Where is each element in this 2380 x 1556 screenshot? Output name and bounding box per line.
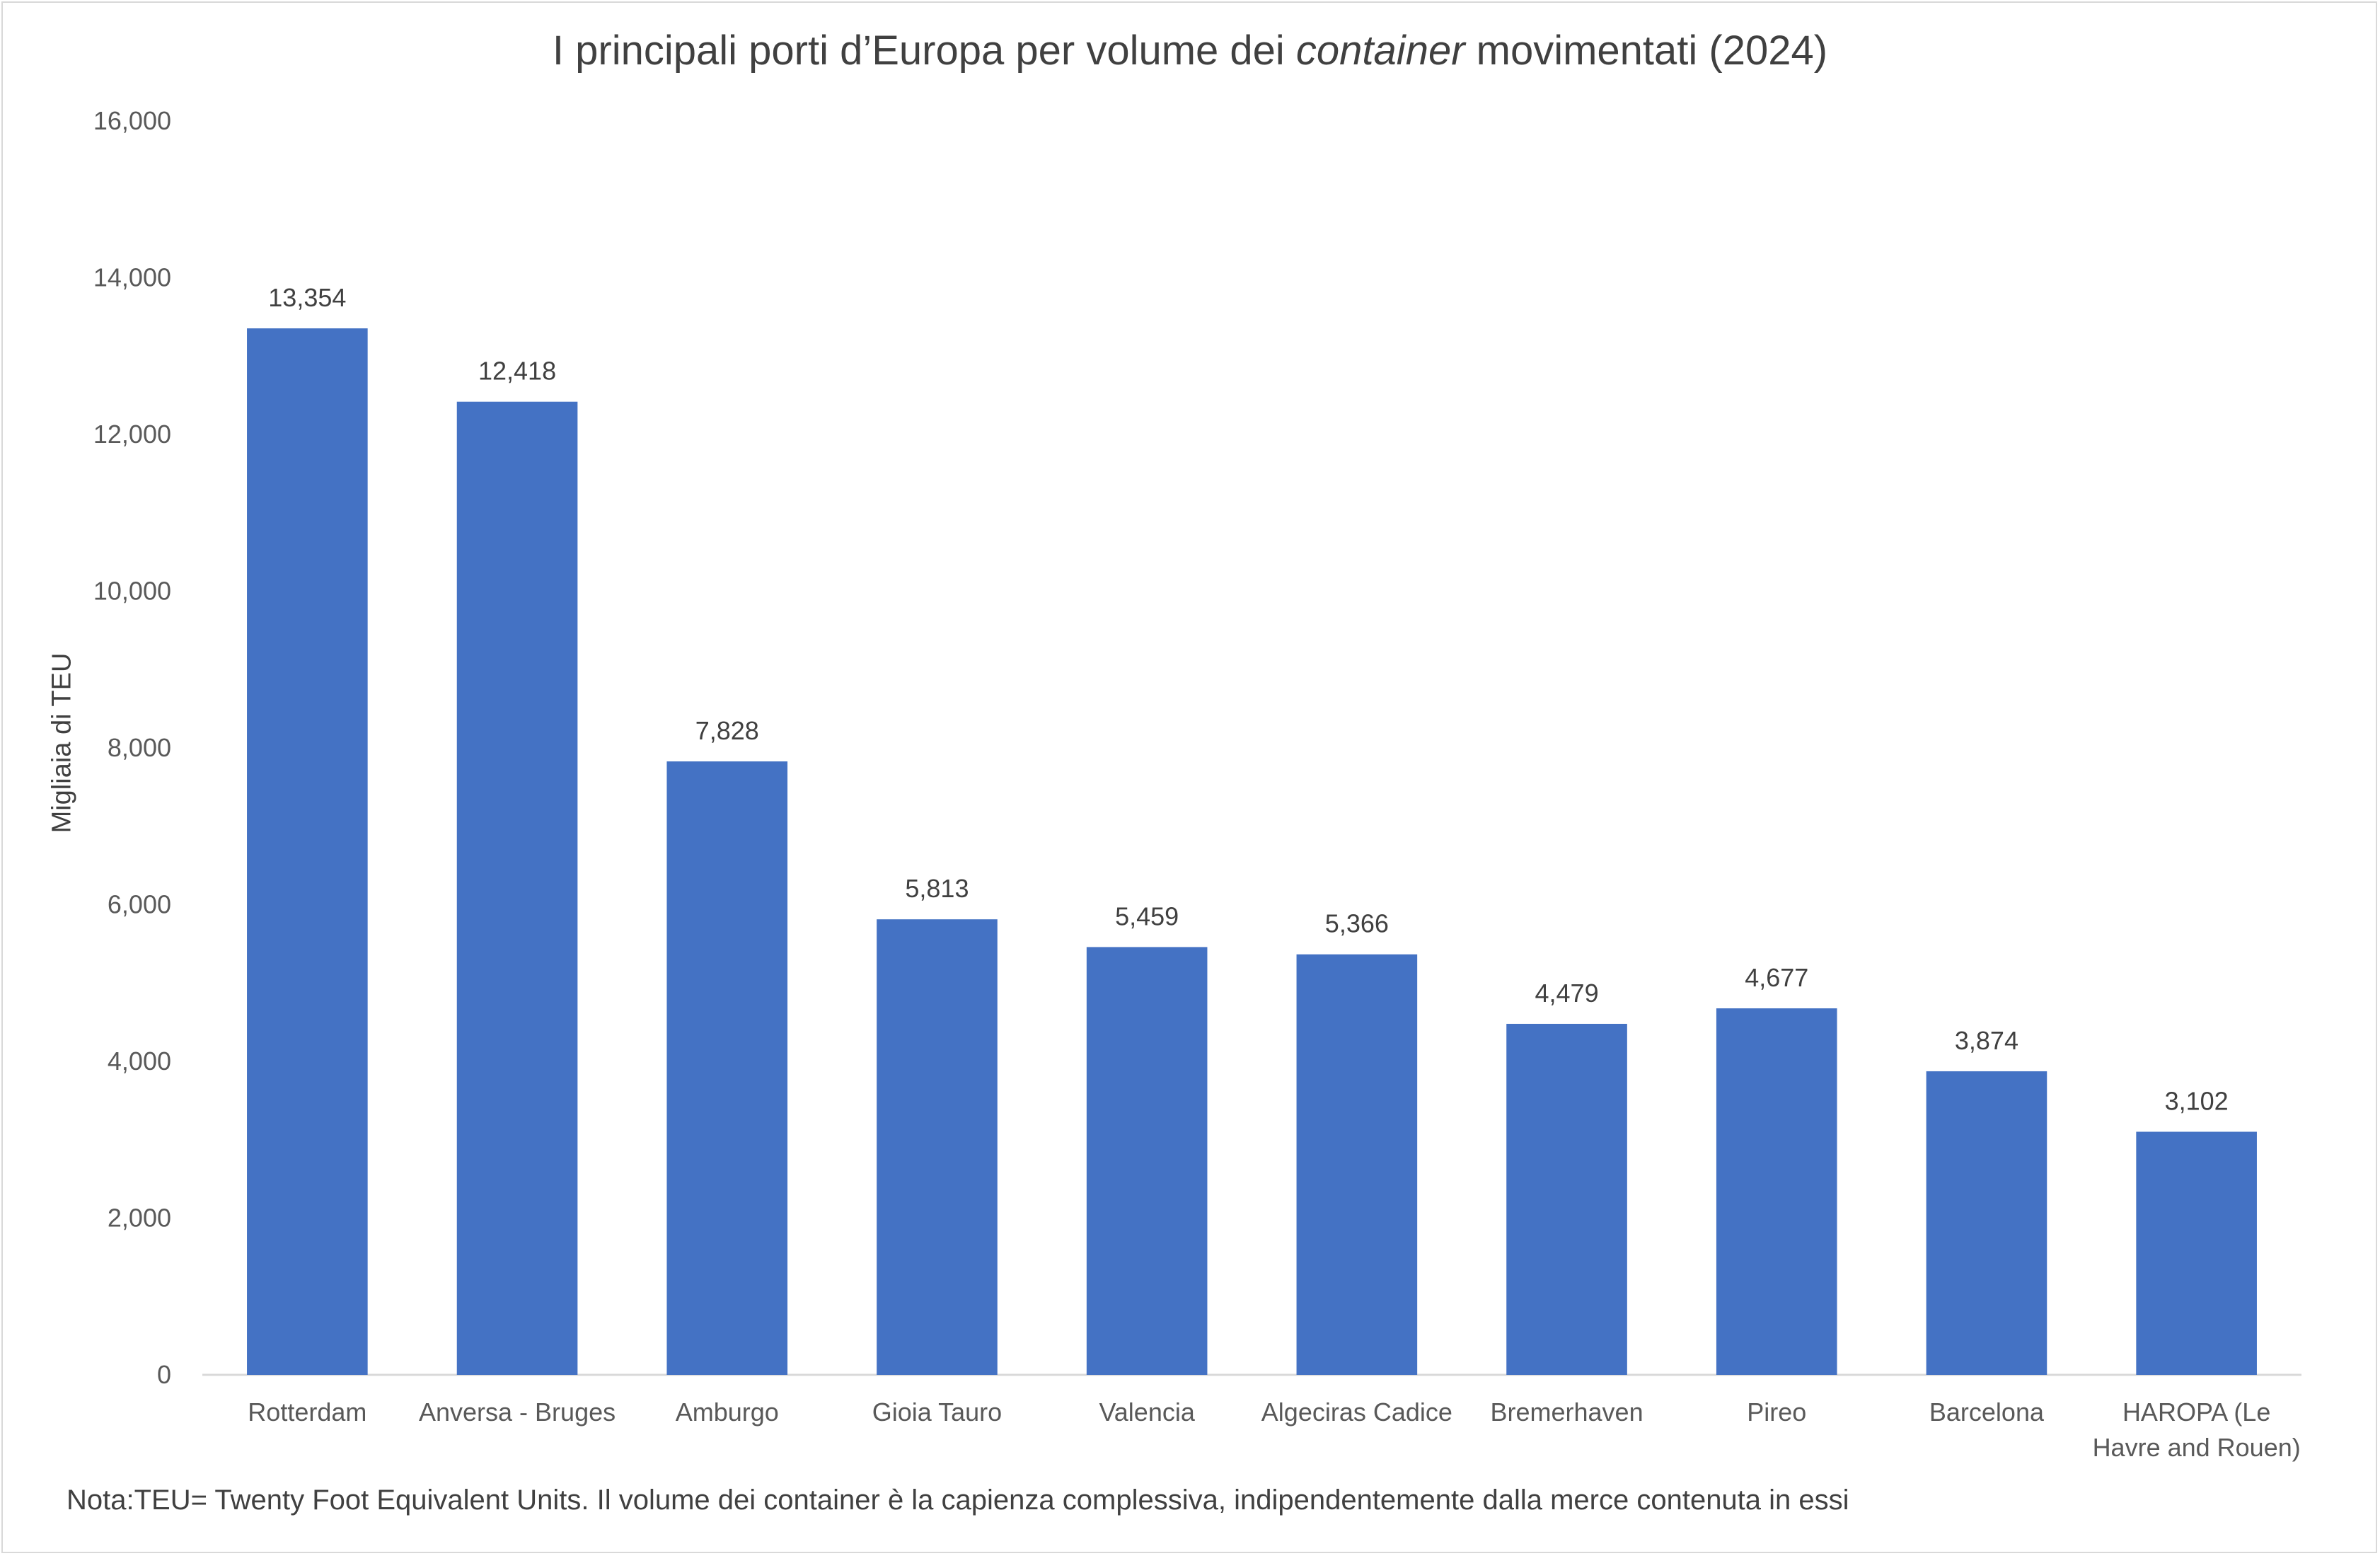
x-tick-label: Pireo (1747, 1397, 1806, 1427)
y-tick-label: 10,000 (93, 577, 171, 606)
data-label: 12,418 (478, 357, 556, 386)
y-tick-label: 2,000 (108, 1204, 171, 1233)
y-tick-label: 16,000 (93, 106, 171, 135)
y-tick-label: 8,000 (108, 733, 171, 762)
y-tick-label: 14,000 (93, 263, 171, 292)
data-label: 5,813 (905, 874, 969, 903)
bar (877, 919, 998, 1375)
data-label: 13,354 (268, 283, 346, 312)
data-label: 4,479 (1535, 979, 1599, 1008)
x-tick-label: Valencia (1099, 1397, 1195, 1427)
y-tick-label: 12,000 (93, 420, 171, 449)
x-tick-label: Barcelona (1929, 1397, 2045, 1427)
bar (1506, 1023, 1627, 1375)
x-tick-label: Havre and Rouen) (2093, 1433, 2301, 1462)
x-tick-label: Anversa - Bruges (419, 1397, 616, 1427)
y-tick-label: 6,000 (108, 890, 171, 919)
bar (1296, 954, 1418, 1375)
data-label: 3,102 (2165, 1086, 2229, 1115)
bar (1716, 1008, 1837, 1375)
bar (1926, 1071, 2047, 1375)
data-label: 3,874 (1955, 1026, 2018, 1055)
bar (456, 401, 578, 1375)
x-tick-label: Gioia Tauro (872, 1397, 1002, 1427)
bar (247, 328, 368, 1376)
chart-title: I principali porti d’Europa per volume d… (552, 28, 1828, 74)
data-label: 5,366 (1325, 909, 1389, 938)
data-label: 5,459 (1115, 901, 1179, 930)
x-tick-label: Bremerhaven (1490, 1397, 1643, 1427)
x-tick-label: HAROPA (Le (2122, 1397, 2270, 1427)
x-tick-label: Rotterdam (248, 1397, 366, 1427)
bar (1086, 947, 1208, 1375)
bar (666, 761, 788, 1375)
y-tick-label: 4,000 (108, 1047, 171, 1076)
x-tick-label: Algeciras Cadice (1261, 1397, 1452, 1427)
data-label: 4,677 (1745, 963, 1808, 992)
y-tick-label: 0 (157, 1360, 171, 1389)
data-label: 7,828 (695, 716, 759, 745)
footnote: Nota:TEU= Twenty Foot Equivalent Units. … (67, 1485, 1849, 1516)
bar (2136, 1131, 2257, 1375)
x-tick-label: Amburgo (676, 1397, 779, 1427)
